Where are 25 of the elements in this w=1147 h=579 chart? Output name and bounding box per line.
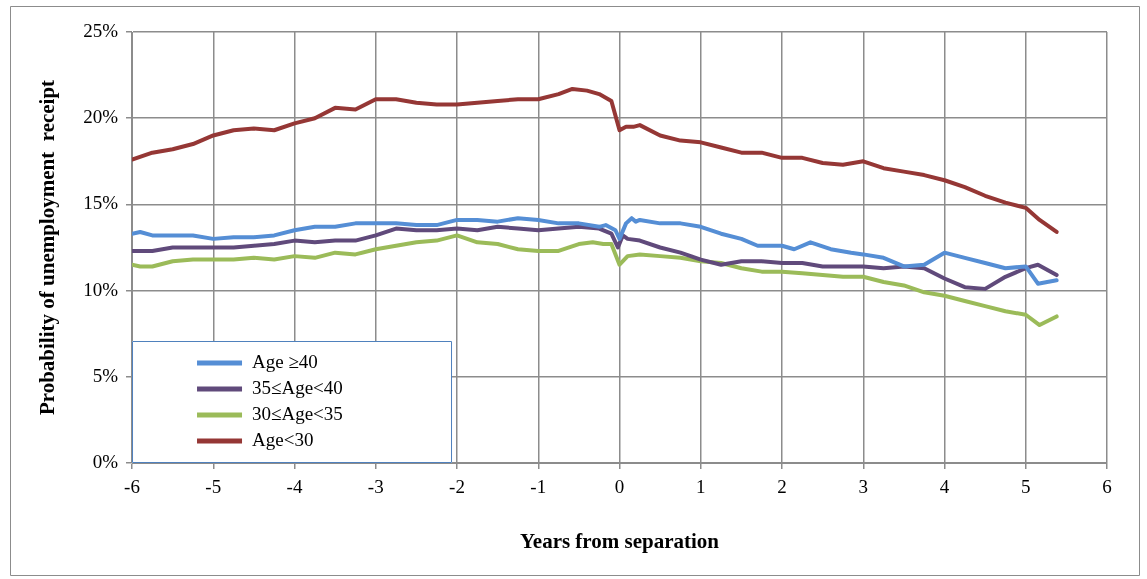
x-tick-label: 5: [1021, 476, 1031, 498]
x-tick-label: -4: [286, 476, 303, 498]
y-tick-label: 15%: [83, 192, 119, 214]
x-tick-label: -5: [205, 476, 222, 498]
legend-label: Age<30: [252, 428, 314, 450]
y-tick-label: 0%: [92, 450, 119, 472]
x-tick-label: 3: [858, 476, 869, 498]
x-tick-label: 4: [939, 476, 950, 498]
legend-label: 35≤Age<40: [252, 376, 343, 398]
x-tick-label: -2: [449, 476, 465, 498]
x-tick-label: -1: [530, 476, 547, 498]
y-axis-title: Probability of unemployment receipt: [35, 79, 60, 416]
x-tick-label: 0: [614, 476, 625, 498]
x-tick-label: 1: [696, 476, 706, 498]
x-tick-label: 6: [1102, 476, 1112, 498]
legend-label: 30≤Age<35: [252, 402, 343, 424]
legend-label: Age ≥40: [252, 350, 318, 372]
x-tick-label: -6: [124, 476, 140, 498]
x-tick-label: -3: [367, 476, 384, 498]
y-tick-label: 10%: [83, 278, 119, 300]
y-tick-label: 5%: [92, 364, 119, 386]
x-tick-label: 2: [777, 476, 787, 498]
x-axis-title: Years from separation: [519, 528, 720, 553]
y-tick-label: 25%: [83, 19, 119, 41]
y-tick-label: 20%: [83, 106, 119, 128]
